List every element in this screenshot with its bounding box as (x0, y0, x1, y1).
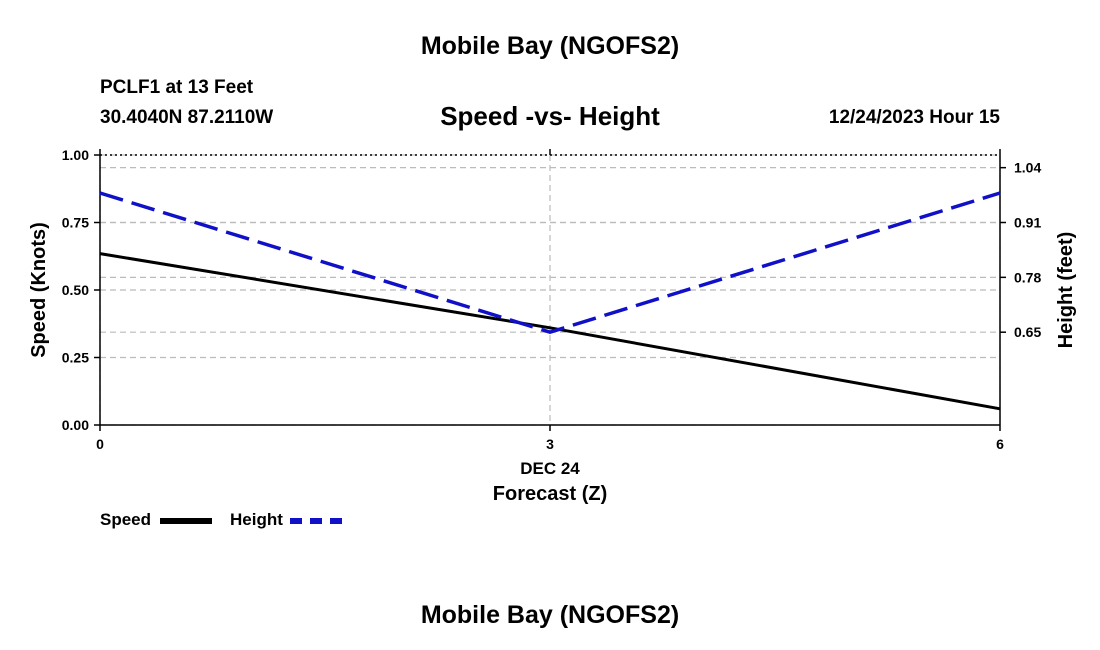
ytick-label-left-2: 0.50 (62, 282, 89, 298)
legend-label-speed: Speed (100, 510, 152, 529)
x-axis-title: Forecast (Z) (493, 483, 607, 505)
x-axis-date-label: DEC 24 (520, 459, 580, 478)
ytick-label-left-3: 0.75 (62, 215, 89, 231)
station-coordinates: 30.4040N 87.2110W (100, 107, 274, 128)
xtick-label-2: 6 (996, 436, 1004, 452)
ytick-label-left-1: 0.25 (62, 350, 89, 366)
legend-label-height: Height (230, 510, 283, 529)
forecast-datetime: 12/24/2023 Hour 15 (828, 107, 1000, 128)
ytick-label-right-0: 0.65 (1014, 324, 1041, 340)
ytick-label-right-3: 1.04 (1014, 160, 1041, 176)
ytick-label-right-1: 0.78 (1014, 269, 1041, 285)
ytick-label-left-4: 1.00 (62, 147, 89, 163)
chart-subtitle: Speed -vs- Height (440, 101, 660, 131)
xtick-label-0: 0 (96, 436, 104, 452)
y-axis-left-title: Speed (Knots) (28, 222, 50, 358)
ytick-label-right-2: 0.91 (1014, 215, 1041, 231)
xtick-label-1: 3 (546, 436, 554, 452)
footer-title: Mobile Bay (NGOFS2) (420, 601, 680, 629)
ytick-label-left-0: 0.00 (62, 417, 89, 433)
legend-swatch-height (290, 518, 342, 524)
page-title: Mobile Bay (NGOFS2) (420, 32, 680, 60)
series-line-height (99, 191, 1001, 335)
legend-swatch-speed (160, 518, 212, 524)
y-axis-right-title: Height (feet) (1055, 232, 1077, 349)
station-label: PCLF1 at 13 Feet (100, 77, 254, 98)
